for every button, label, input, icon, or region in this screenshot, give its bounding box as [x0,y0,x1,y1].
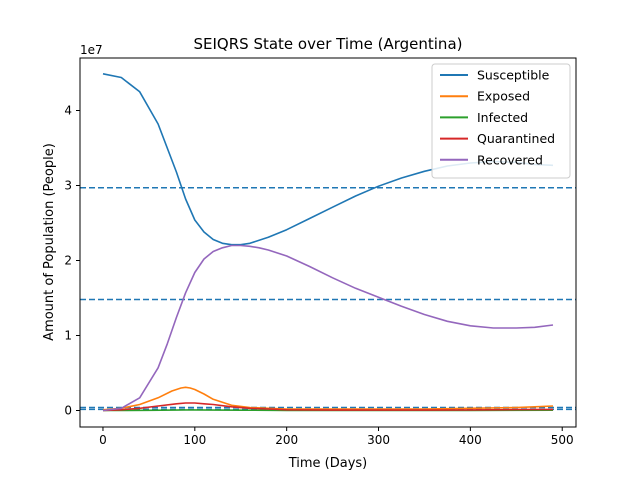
x-tick-label: 400 [459,433,482,447]
y-tick-label: 0 [64,404,72,418]
y-offset-label: 1e7 [80,43,103,57]
legend-label-susceptible: Susceptible [477,68,550,83]
plot-area [79,57,577,428]
y-tick-label: 2 [64,254,72,268]
legend-label-quarantined: Quarantined [477,131,555,146]
y-axis-label: Amount of Population (People) [42,143,57,341]
x-tick-label: 100 [183,433,206,447]
series-line-quarantined [102,402,554,412]
x-tick-label: 200 [275,433,298,447]
x-tick-label: 500 [551,433,574,447]
series-line-exposed [102,386,554,411]
x-tick-label: 300 [367,433,390,447]
series-line-recovered [102,244,554,412]
legend-label-infected: Infected [477,110,528,125]
legend-box [431,63,571,179]
x-ticks: 0 100 200 300 400 500 [99,427,574,447]
legend: Susceptible Exposed Infected Quarantined Rec… [431,63,571,179]
legend-label-exposed: Exposed [477,89,530,104]
legend-label-recovered: Recovered [477,152,543,167]
y-tick-label: 4 [64,104,72,118]
y-ticks: 0 1 2 3 4 [64,104,80,418]
axes-frame [79,57,577,428]
x-tick-label: 0 [99,433,107,447]
chart-title: SEIQRS State over Time (Argentina) [194,35,463,53]
y-tick-label: 1 [64,329,72,343]
y-tick-label: 3 [64,179,72,193]
x-axis-label: Time (Days) [288,456,368,471]
